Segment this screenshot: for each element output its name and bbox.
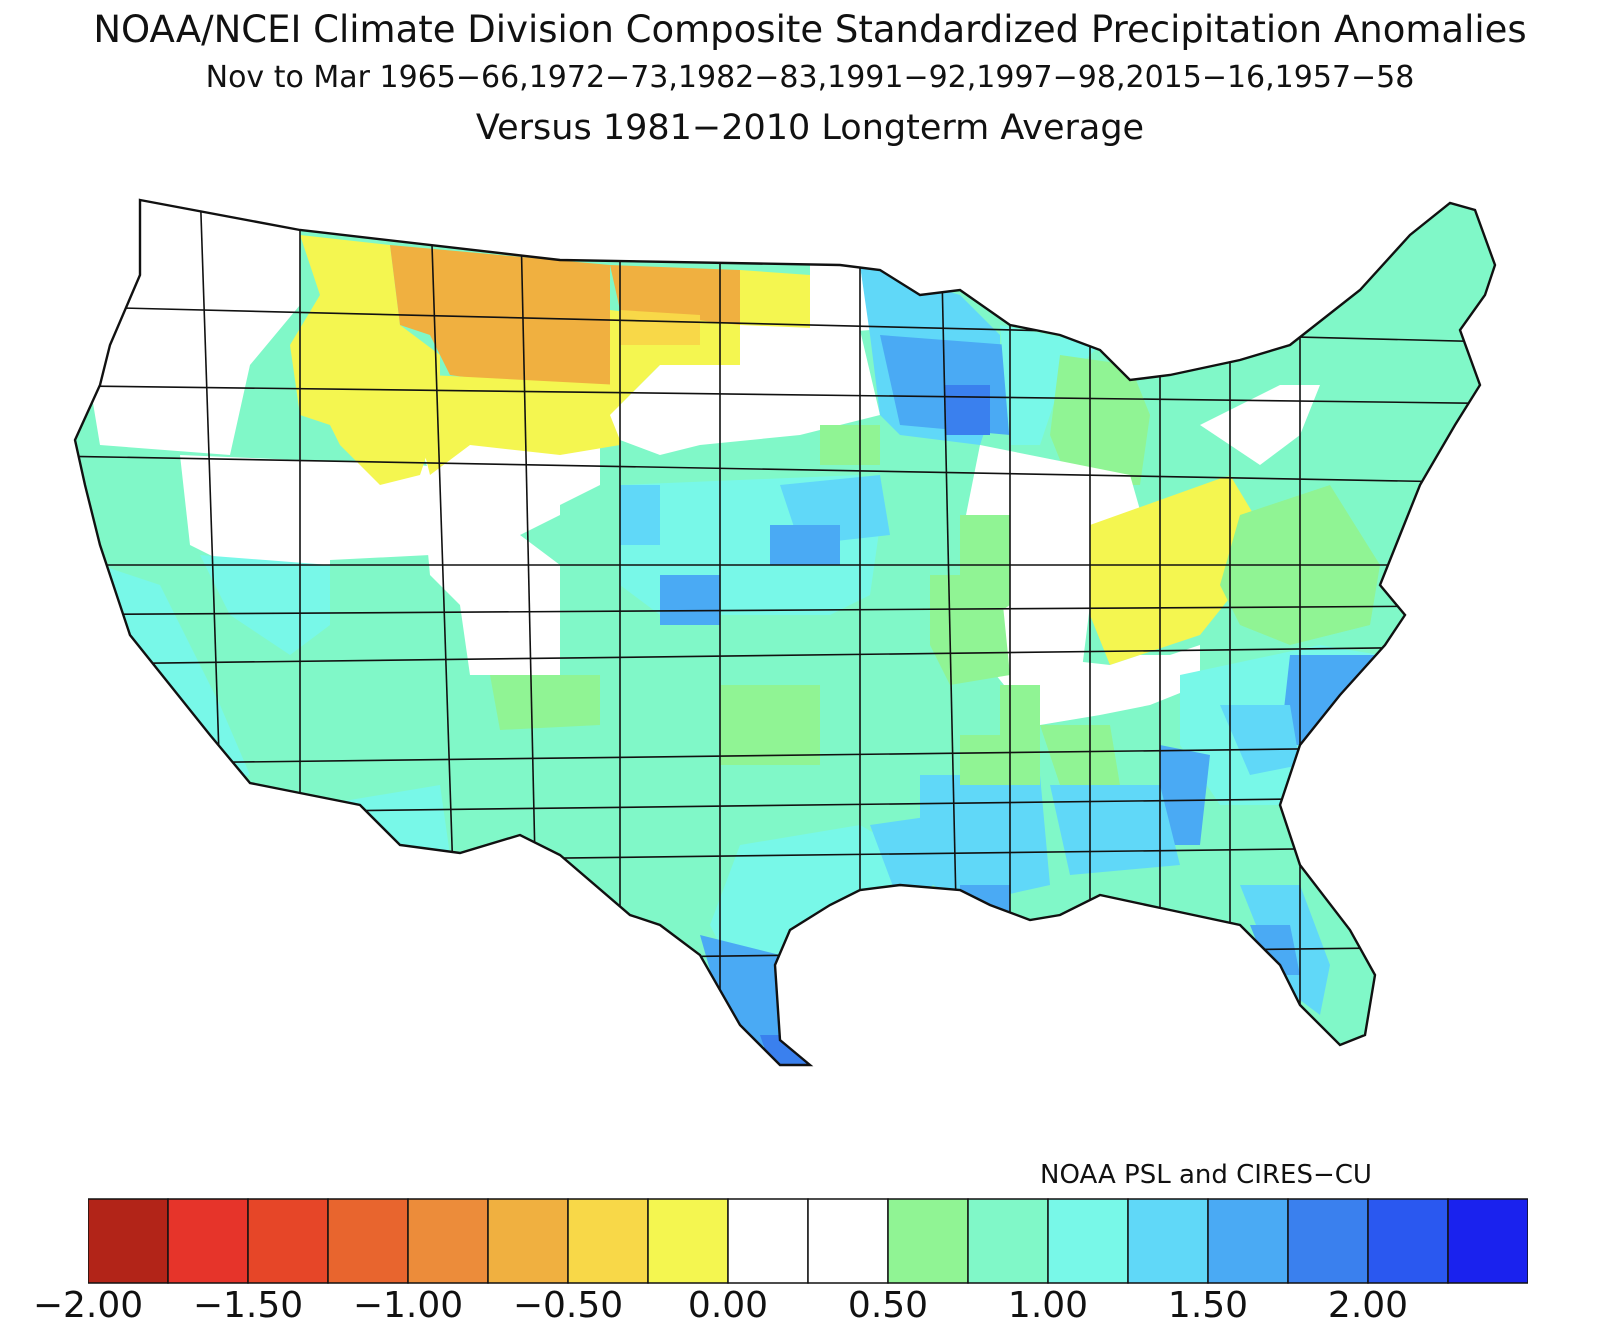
colorbar-tick-label: 1.00 — [1007, 1285, 1089, 1326]
colorbar-tick-label: −0.50 — [512, 1285, 624, 1326]
us-climate-division-map — [73, 198, 1497, 1067]
division-midwest-neutral — [960, 445, 1150, 705]
division-nebraska-very-wet — [770, 525, 840, 565]
division-east-texas-wet — [870, 815, 950, 905]
division-arkansas-slight-wet — [960, 735, 1000, 785]
division-wyoming-neutral — [420, 445, 600, 505]
division-minnesota-south-slight-wet — [820, 425, 880, 465]
credit-label: NOAA PSL and CIRES−CU — [1040, 1160, 1372, 1190]
colorbar-swatch — [487, 1198, 569, 1284]
division-north-dakota-east-slight-dry — [740, 270, 810, 335]
division-idaho-slight-dry — [290, 235, 440, 485]
colorbar-tick-label: −1.00 — [352, 1285, 464, 1326]
colorbar-swatch — [647, 1198, 729, 1284]
colorbar-swatch — [1207, 1198, 1289, 1284]
division-texas-tip-strong-wet — [760, 1035, 810, 1065]
division-utah-neutral — [420, 465, 560, 675]
colorbar-swatch — [967, 1198, 1049, 1284]
division-wisconsin-strong-wet — [945, 385, 990, 435]
division-north-dakota-moderate-dry — [610, 265, 740, 325]
colorbar-tick-label: −1.50 — [192, 1285, 304, 1326]
division-missouri-slight-wet — [930, 575, 1010, 685]
colorbar-swatch — [567, 1198, 649, 1284]
colorbar-tick-label: 1.50 — [1167, 1285, 1249, 1326]
map-title: NOAA/NCEI Climate Division Composite Sta… — [93, 8, 1527, 51]
division-georgia-very-wet — [1160, 745, 1210, 845]
colorbar-tick-label: 0.00 — [687, 1285, 769, 1326]
climate-divisions — [75, 200, 1495, 1065]
division-michigan-slight-wet — [1050, 355, 1150, 485]
division-south-dakota-dry — [620, 310, 700, 345]
division-wyoming-north-slight-dry — [420, 375, 620, 475]
division-dakotas-east-neutral — [610, 325, 880, 455]
colorbar-swatch — [1287, 1198, 1369, 1284]
map-title-block: NOAA/NCEI Climate Division Composite Sta… — [0, 6, 1620, 154]
colorbar-tick-label: −2.00 — [32, 1285, 144, 1326]
division-oklahoma-slight-wet — [720, 685, 820, 765]
division-upper-michigan-wet — [1000, 325, 1100, 445]
division-mississippi-louisiana-wet — [920, 775, 1050, 905]
division-minnesota-northwest-neutral — [810, 255, 870, 335]
division-south-carolina-wet — [1220, 705, 1300, 775]
division-colorado-east-wet — [620, 485, 660, 545]
us-outline — [73, 198, 1497, 1067]
colorbar-swatch — [1127, 1198, 1209, 1284]
division-alabama-wet — [1050, 785, 1180, 875]
colorbar-swatch — [407, 1198, 489, 1284]
division-montana-moderate-dry — [390, 245, 620, 395]
division-louisiana-very-wet — [960, 885, 1010, 925]
division-ohio-valley-slight-dry — [1090, 475, 1260, 665]
division-arkansas-east-slight-wet — [1000, 685, 1040, 785]
division-california-coast-wet — [100, 565, 250, 785]
division-kentucky-tennessee-neutral — [1020, 645, 1200, 725]
colorbar-swatch — [327, 1198, 409, 1284]
division-kansas-west-very-wet — [660, 575, 720, 625]
colorbar-tick-label: 0.50 — [847, 1285, 929, 1326]
colorbar-swatch — [167, 1198, 249, 1284]
colorbar-swatch — [1367, 1198, 1449, 1284]
division-nevada-wet — [200, 555, 330, 655]
division-alabama-north-slight-wet — [1040, 725, 1120, 785]
map-subtitle-baseline: Versus 1981−2010 Longterm Average — [475, 108, 1145, 148]
colorbar-swatch — [88, 1198, 169, 1284]
colorbar-swatch — [1047, 1198, 1129, 1284]
colorbar-swatch — [807, 1198, 889, 1284]
map-subtitle-period: Nov to Mar 1965−66,1972−73,1982−83,1991−… — [205, 60, 1415, 95]
colorbar-swatch — [247, 1198, 329, 1284]
colorbar — [88, 1198, 1528, 1284]
colorbar-swatch — [727, 1198, 809, 1284]
colorbar-tick-label: 2.00 — [1327, 1285, 1409, 1326]
division-south-texas-very-wet — [700, 935, 800, 1055]
division-new-mexico-north-slight-wet — [490, 675, 600, 730]
colorbar-swatch — [887, 1198, 969, 1284]
colorbar-swatch — [1447, 1198, 1528, 1284]
